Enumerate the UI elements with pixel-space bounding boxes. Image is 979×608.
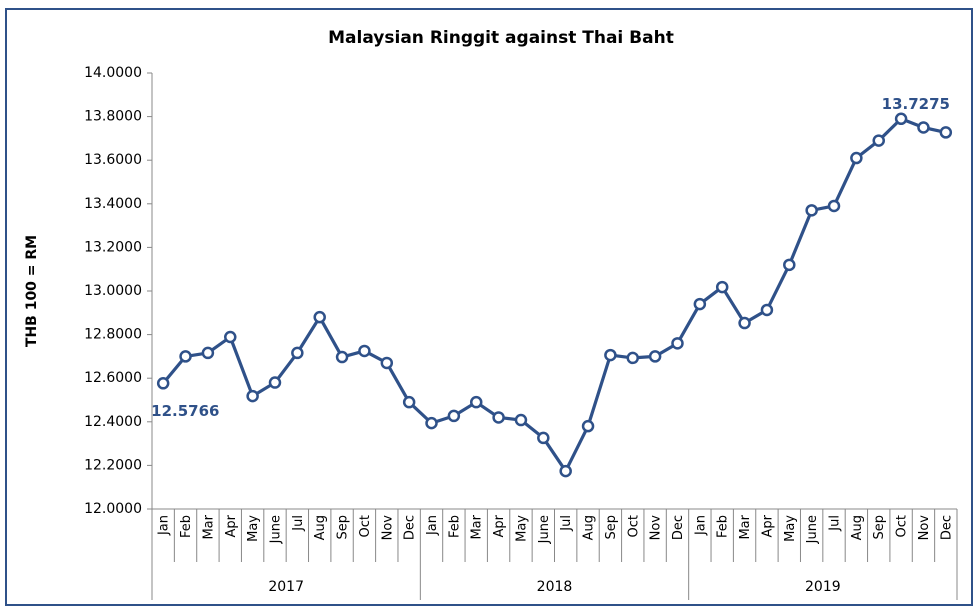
data-point (224, 330, 237, 344)
data-point (715, 280, 729, 294)
x-tick-label: Jul (828, 515, 843, 532)
data-point (492, 411, 505, 424)
x-tick-label: May (246, 515, 261, 542)
x-tick-label: Nov (649, 515, 664, 541)
y-tick-label: 12.8000 (84, 327, 142, 343)
y-tick-label: 13.0000 (84, 283, 142, 299)
x-tick-label: Oct (626, 515, 641, 537)
data-point (537, 431, 550, 445)
x-tick-label: May (514, 515, 529, 542)
data-point (335, 350, 349, 364)
data-point (559, 464, 572, 478)
data-point (291, 346, 304, 360)
y-tick-label: 14.0000 (84, 65, 142, 81)
x-tick-label: Aug (582, 515, 597, 540)
data-point (939, 126, 953, 139)
x-tick-label: Jan (157, 515, 172, 536)
x-tick-label: May (783, 515, 798, 542)
data-point (783, 258, 796, 272)
y-tick-label: 12.6000 (84, 370, 142, 386)
y-tick-label: 12.4000 (84, 414, 142, 430)
x-tick-label: Apr (224, 514, 239, 537)
data-point (402, 395, 416, 409)
x-tick-label: Dec (403, 515, 418, 540)
data-point (827, 199, 841, 213)
x-tick-label: Aug (850, 515, 865, 540)
data-point (425, 416, 438, 430)
x-tick-label: Oct (895, 515, 910, 537)
data-point (626, 351, 640, 365)
x-tick-label: Apr (760, 514, 775, 537)
data-point (805, 204, 818, 217)
x-tick-label: Jul (559, 515, 574, 532)
data-point (917, 121, 930, 134)
x-tick-label: Feb (716, 515, 731, 538)
x-tick-label: Dec (671, 515, 686, 540)
y-tick-label: 12.0000 (84, 501, 142, 517)
y-axis-title: THB 100 = RM (24, 235, 40, 347)
data-point (469, 395, 483, 409)
x-tick-label: Feb (179, 515, 194, 538)
data-point (894, 112, 908, 126)
x-tick-label: June (537, 515, 552, 544)
y-tick-label: 13.2000 (84, 239, 142, 255)
year-label: 2018 (537, 579, 573, 595)
chart-title: Malaysian Ringgit against Thai Baht (328, 28, 674, 48)
x-tick-label: Apr (492, 514, 507, 537)
data-point (156, 377, 170, 390)
data-point (604, 348, 617, 362)
data-point (581, 419, 595, 433)
x-tick-label: Mar (738, 514, 753, 539)
year-label: 2017 (268, 579, 304, 595)
data-point (358, 344, 371, 358)
data-point (671, 337, 684, 350)
data-point (201, 346, 215, 360)
data-point (693, 297, 707, 311)
x-tick-label: Mar (470, 514, 485, 539)
data-point (648, 350, 662, 363)
data-point (246, 389, 259, 403)
x-tick-label: Feb (447, 515, 462, 538)
data-point (268, 376, 282, 389)
data-point (760, 303, 774, 317)
x-tick-label: Jan (425, 515, 440, 536)
data-point (447, 409, 461, 423)
y-tick-label: 13.6000 (84, 152, 142, 168)
x-tick-label: Sep (336, 515, 351, 540)
x-tick-label: Oct (358, 515, 373, 537)
x-tick-label: June (268, 515, 283, 544)
data-label: 12.5766 (151, 402, 219, 420)
x-tick-label: Sep (604, 515, 619, 540)
data-point (738, 316, 751, 330)
data-point (850, 151, 863, 165)
y-tick-label: 12.2000 (84, 457, 142, 473)
y-tick-label: 13.4000 (84, 196, 142, 212)
x-tick-label: Sep (872, 515, 887, 540)
year-label: 2019 (805, 579, 841, 595)
data-point (313, 310, 326, 324)
x-tick-label: June (805, 515, 820, 544)
x-tick-label: Nov (380, 515, 395, 541)
x-tick-label: Nov (917, 515, 932, 541)
x-tick-label: Mar (201, 514, 216, 539)
data-point (179, 350, 192, 363)
data-point (380, 356, 394, 370)
data-point (872, 134, 885, 147)
x-tick-label: Aug (313, 515, 328, 540)
chart-frame (5, 8, 973, 606)
data-point (514, 413, 528, 427)
y-tick-label: 13.8000 (84, 109, 142, 125)
data-label: 13.7275 (882, 95, 950, 113)
x-tick-label: Jul (291, 515, 306, 532)
x-tick-label: Dec (939, 515, 954, 540)
x-tick-label: Jan (693, 515, 708, 536)
